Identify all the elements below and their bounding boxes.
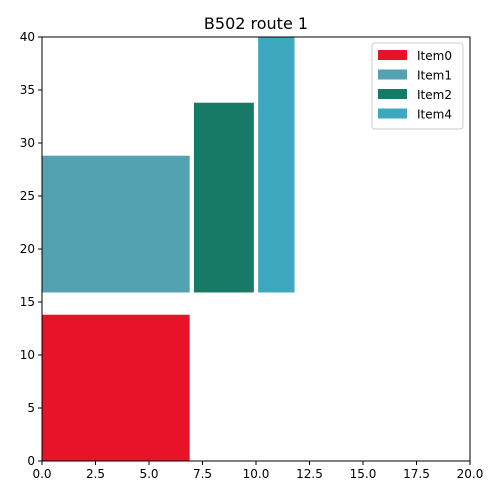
y-tick-label: 0 <box>27 454 35 468</box>
y-tick-label: 10 <box>20 348 35 362</box>
legend-label-item4: Item4 <box>417 108 452 122</box>
x-tick-label: 0.0 <box>32 467 51 481</box>
x-tick-label: 10.0 <box>243 467 270 481</box>
legend-swatch-item0 <box>378 50 407 60</box>
chart-title: B502 route 1 <box>204 14 308 33</box>
y-tick-label: 15 <box>20 295 35 309</box>
bars-layer <box>42 37 295 461</box>
x-tick-label: 17.5 <box>403 467 430 481</box>
axes-layer: 0.0 2.5 5.0 7.5 10.0 12.5 15.0 17.5 20.0 0 5 10 15 20… <box>20 30 484 481</box>
legend-swatch-item2 <box>378 89 407 99</box>
y-tick-label: 40 <box>20 30 35 44</box>
x-tick-label: 15.0 <box>350 467 377 481</box>
legend-label-item1: Item1 <box>417 69 452 83</box>
bar-item4 <box>258 37 295 293</box>
x-tick-label: 12.5 <box>296 467 323 481</box>
y-tick-label: 20 <box>20 242 35 256</box>
bar-item0 <box>42 314 190 461</box>
bar-item1 <box>42 155 190 293</box>
legend-swatch-item1 <box>378 69 407 80</box>
bar-item2 <box>193 102 254 293</box>
y-tick-label: 35 <box>20 83 35 97</box>
y-tick-label: 5 <box>27 401 35 415</box>
x-tick-label: 2.5 <box>86 467 105 481</box>
x-tick-label: 7.5 <box>193 467 212 481</box>
y-tick-label: 30 <box>20 136 35 150</box>
x-tick-label: 5.0 <box>139 467 158 481</box>
legend: Item0 Item1 Item2 Item4 <box>371 42 464 130</box>
legend-box <box>371 42 464 130</box>
legend-swatch-item4 <box>378 108 407 119</box>
legend-label-item0: Item0 <box>417 49 452 63</box>
y-tick-label: 25 <box>20 189 35 203</box>
legend-label-item2: Item2 <box>417 88 452 102</box>
x-tick-label: 20.0 <box>457 467 484 481</box>
